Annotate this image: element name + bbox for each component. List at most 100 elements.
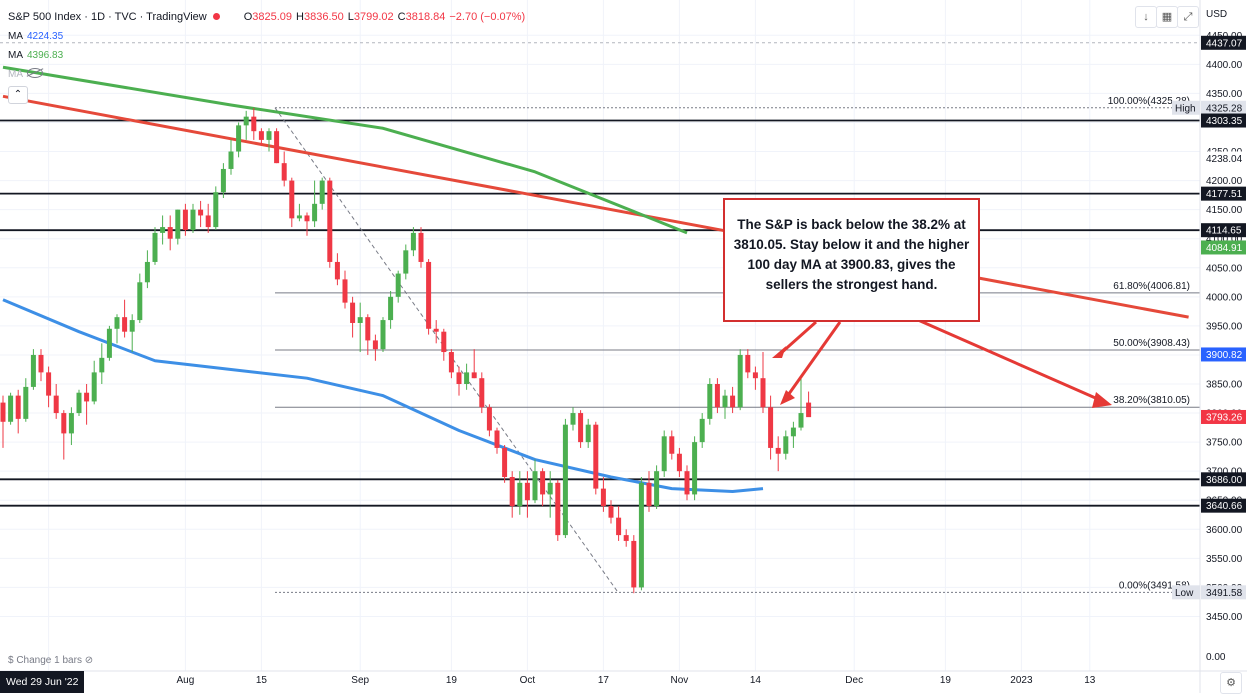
price-tag-note: High xyxy=(1175,103,1196,114)
price-tag-label: 3640.66 xyxy=(1206,501,1243,512)
candle-down xyxy=(631,540,637,588)
candle-down xyxy=(350,302,356,323)
fib-level-label: 61.80%(4006.81) xyxy=(1113,281,1190,292)
candle-up xyxy=(68,413,74,434)
candle-up xyxy=(137,282,143,321)
candle-up xyxy=(410,232,416,251)
candle-down xyxy=(616,517,622,536)
y-axis-tick-label: 3450.00 xyxy=(1206,612,1243,623)
candle-up xyxy=(152,232,158,262)
candle-down xyxy=(760,378,766,408)
candle-up xyxy=(517,482,523,507)
candle-down xyxy=(84,392,90,402)
candle-up xyxy=(547,482,553,495)
candle-down xyxy=(714,384,720,408)
candle-up xyxy=(114,317,120,329)
x-axis-tick-label: Dec xyxy=(845,675,863,686)
candle-down xyxy=(122,317,128,332)
candle-up xyxy=(175,209,181,239)
price-tag-note: Low xyxy=(1175,588,1194,599)
candle-down xyxy=(334,261,340,280)
candle-down xyxy=(646,482,652,507)
price-tag xyxy=(1201,585,1246,600)
annotation-callout: The S&P is back below the 38.2% at 3810.… xyxy=(723,198,980,322)
candle-up xyxy=(220,168,226,193)
candle-down xyxy=(418,232,424,262)
candle-up xyxy=(312,203,318,222)
candle-up xyxy=(699,418,705,443)
y-axis-tick-label: 4050.00 xyxy=(1206,263,1243,274)
price-tag-label: 3793.26 xyxy=(1206,412,1243,423)
candle-down xyxy=(730,395,736,408)
candle-down xyxy=(479,378,485,408)
price-tag xyxy=(1201,409,1246,424)
red-trendline xyxy=(2,94,1189,319)
chart-legend-title: S&P 500 Index · 1D · TVC · TradingView O3… xyxy=(8,11,529,23)
candle-up xyxy=(243,116,249,126)
candle-up xyxy=(661,436,667,472)
legend-ma-hidden[interactable]: MA xyxy=(8,68,44,80)
legend-ma-200[interactable]: MA 4396.83 xyxy=(8,50,64,61)
grid-icon[interactable]: ▦ xyxy=(1156,6,1178,28)
settings-gear-icon[interactable]: ⚙ xyxy=(1220,672,1242,694)
candle-up xyxy=(160,227,166,233)
candle-down xyxy=(676,453,682,472)
candle-up xyxy=(562,424,568,536)
candle-up xyxy=(99,357,105,373)
candle-up xyxy=(380,320,386,350)
x-axis-tick-label: Sep xyxy=(351,675,369,686)
eye-off-icon[interactable] xyxy=(26,68,44,78)
candle-down xyxy=(524,482,530,501)
candle-down xyxy=(365,317,371,341)
candle-down xyxy=(593,424,599,489)
candle-down xyxy=(53,395,59,414)
candle-up xyxy=(190,209,196,230)
green-trendline xyxy=(2,65,688,235)
ma-100-line xyxy=(2,298,764,494)
arrow-down-right xyxy=(917,318,1101,402)
candle-down xyxy=(167,227,173,239)
candle-down xyxy=(502,447,508,477)
arrow-down-icon[interactable]: ↓ xyxy=(1135,6,1157,28)
fib-level-label: 38.20%(3810.05) xyxy=(1113,395,1190,406)
price-tag xyxy=(1201,113,1246,128)
candle-up xyxy=(129,320,135,332)
candle-up xyxy=(395,273,401,297)
candle-down xyxy=(205,215,211,228)
candle-down xyxy=(471,372,477,379)
candle-down xyxy=(578,413,584,443)
eye-off-icon[interactable]: ⊘ xyxy=(84,655,94,666)
x-axis-tick-label: 15 xyxy=(256,675,268,686)
candle-up xyxy=(76,392,82,414)
candle-up xyxy=(585,424,591,443)
legend-ma-100[interactable]: MA 4224.35 xyxy=(8,31,64,42)
candle-up xyxy=(23,386,29,419)
candle-up xyxy=(296,215,302,219)
candle-up xyxy=(236,125,242,152)
fullscreen-icon[interactable]: ⤢ xyxy=(1177,6,1199,28)
market-status-dot xyxy=(212,13,220,20)
candle-down xyxy=(448,352,454,373)
candle-down xyxy=(555,482,561,536)
candle-down xyxy=(15,395,21,419)
price-tag-label: 4303.35 xyxy=(1206,116,1243,127)
x-axis-tick-label: 19 xyxy=(446,675,458,686)
y-axis-tick-label: 3950.00 xyxy=(1206,321,1243,332)
candle-down xyxy=(281,163,287,181)
price-tag-label: 4325.28 xyxy=(1206,103,1243,114)
price-tag-label: 4177.51 xyxy=(1206,189,1243,200)
candle-up xyxy=(213,192,219,228)
change-bars-label: $ Change 1 bars ⊘ xyxy=(8,655,94,666)
candle-up xyxy=(532,471,538,501)
y-axis-zero-label: 0.00 xyxy=(1206,652,1226,663)
candle-up xyxy=(106,328,112,358)
price-tag-label: 4437.07 xyxy=(1206,38,1243,49)
candle-down xyxy=(752,372,758,379)
price-tag xyxy=(1201,186,1246,201)
candle-down xyxy=(274,131,280,164)
x-axis-tick-label: 19 xyxy=(940,675,952,686)
currency-label[interactable]: USD xyxy=(1206,9,1228,20)
candle-up xyxy=(638,482,644,588)
collapse-legend-button[interactable]: ⌃ xyxy=(8,86,28,104)
